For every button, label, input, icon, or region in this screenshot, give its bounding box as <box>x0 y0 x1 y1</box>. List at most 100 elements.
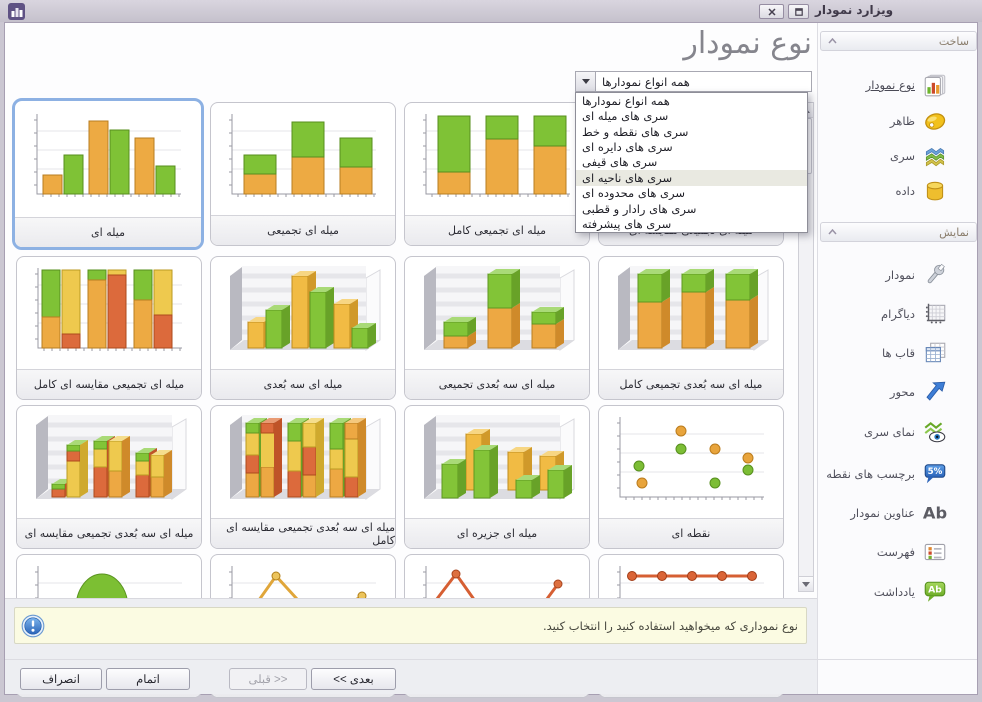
eye-series-icon <box>922 419 948 445</box>
sidebar-item-series-views[interactable]: نمای سری <box>800 419 948 445</box>
sidebar-item-point-labels[interactable]: برچسب های نقطه 5% <box>800 461 948 487</box>
sidebar-item-label: نوع نمودار <box>865 78 915 92</box>
chart-thumbnail <box>599 406 783 519</box>
dropdown-item-area-series[interactable]: سری های ناحیه ای <box>576 170 807 186</box>
chart-thumbnail <box>405 257 589 370</box>
sidebar-item-panes[interactable]: قاب ها <box>800 340 948 366</box>
sidebar-item-label: ظاهر <box>889 114 915 128</box>
chart-type-cell-full-stacked-side-by-side-bar[interactable]: میله ای تجمیعی مقایسه ای کامل <box>16 256 202 400</box>
chart-type-icon <box>922 72 948 98</box>
chevron-up-icon <box>828 38 837 44</box>
chevron-down-icon <box>581 79 590 84</box>
combobox-dropdown-button[interactable] <box>576 72 596 91</box>
database-icon <box>922 178 948 204</box>
sidebar-item-label: یادداشت <box>873 585 915 599</box>
chart-thumbnail <box>17 406 201 519</box>
chart-type-cell-bar[interactable]: میله ای <box>12 98 204 250</box>
finish-button[interactable]: اتمام <box>106 668 190 690</box>
sidebar-item-label: قاب ها <box>881 346 915 360</box>
dropdown-item-advanced-series[interactable]: سری های پیشرفته <box>582 217 672 232</box>
cancel-button[interactable]: انصراف <box>20 668 102 690</box>
diagram-grid-icon <box>922 301 948 327</box>
chart-type-cell-full-stacked-side-by-side-bar-3d[interactable]: میله ای سه بُعدی تجمیعی مقایسه ای کامل <box>210 405 396 549</box>
chart-type-cell-side-by-side-stacked-bar-3d[interactable]: میله ای سه بُعدی تجمیعی مقایسه ای <box>16 405 202 549</box>
series-layers-icon <box>922 143 948 169</box>
chart-type-cell-stacked-bar-3d[interactable]: میله ای سه بُعدی تجمیعی <box>404 256 590 400</box>
sidebar-item-annotation[interactable]: یادداشت Ab <box>800 579 948 605</box>
footer-divider <box>5 659 977 660</box>
sidebar-item-label: عناوین نمودار <box>850 506 915 520</box>
svg-text:Ab: Ab <box>923 503 947 522</box>
chart-family-dropdown-list: همه انواع نمودارها سری های میله ای سری ه… <box>575 92 808 233</box>
combobox-value: همه انواع نمودارها <box>602 74 690 89</box>
sidebar-item-label: دیاگرام <box>881 307 915 321</box>
section-label: ساخت <box>938 34 969 48</box>
sidebar-item-chart-titles[interactable]: عناوین نمودار Ab <box>800 500 948 526</box>
sidebar-item-data[interactable]: داده <box>800 178 948 204</box>
titles-ab-icon: Ab <box>922 500 948 526</box>
sidebar-item-diagram[interactable]: دیاگرام <box>800 301 948 327</box>
sidebar-item-label: فهرست <box>876 545 915 559</box>
chart-type-label: میله ای سه بُعدی تجمیعی مقایسه ای کامل <box>211 518 395 548</box>
chart-type-cell-full-stacked-bar[interactable]: میله ای تجمیعی کامل <box>404 102 590 246</box>
titlebar: ویزارد نمودار <box>0 0 982 22</box>
chart-type-cell-full-stacked-bar-3d[interactable]: میله ای سه بُعدی تجمیعی کامل <box>598 256 784 400</box>
chart-type-label: میله ای سه بُعدی <box>211 369 395 399</box>
chart-type-cell-bar-3d[interactable]: میله ای سه بُعدی <box>210 256 396 400</box>
sidebar-item-series[interactable]: سری <box>800 143 948 169</box>
sidebar-item-axis[interactable]: محور <box>800 379 948 405</box>
close-icon <box>767 7 776 16</box>
chart-type-label: میله ای سه بُعدی تجمیعی کامل <box>599 369 783 399</box>
dropdown-item-radar-polar-series[interactable]: سری های رادار و قطبی <box>582 201 697 216</box>
sidebar-item-label: نمای سری <box>864 425 915 439</box>
page-title: نوع نمودار <box>683 26 812 61</box>
dropdown-item-funnel-series[interactable]: سری های قیفی <box>582 155 658 170</box>
chart-thumbnail <box>15 101 201 218</box>
chart-thumbnail <box>405 406 589 519</box>
dropdown-item-range-series[interactable]: سری های محدوده ای <box>582 186 686 201</box>
chart-type-cell-point[interactable]: نقطه ای <box>598 405 784 549</box>
scroll-down-button[interactable] <box>799 576 813 591</box>
chart-type-cell-stacked-bar[interactable]: میله ای تجمیعی <box>210 102 396 246</box>
chart-family-combobox[interactable]: همه انواع نمودارها <box>575 71 812 92</box>
sidebar-item-legend[interactable]: فهرست <box>800 539 948 565</box>
palette-icon <box>922 108 948 134</box>
chart-type-label: میله ای <box>15 217 201 247</box>
sidebar-item-appearance[interactable]: ظاهر <box>800 108 948 134</box>
close-button[interactable] <box>759 4 784 19</box>
section-header-display[interactable]: نمایش <box>820 222 977 242</box>
sidebar-item-label: نمودار <box>885 268 915 282</box>
svg-text:5%: 5% <box>928 467 943 477</box>
sidebar-item-label: برچسب های نقطه <box>826 467 915 481</box>
dropdown-item-pie-series[interactable]: سری های دایره ای <box>582 140 673 155</box>
dropdown-item-all[interactable]: همه انواع نمودارها <box>582 93 670 108</box>
dropdown-item-bar-series[interactable]: سری های میله ای <box>582 109 669 124</box>
sidebar-item-chart[interactable]: نمودار <box>800 262 948 288</box>
sidebar-item-label: سری <box>890 149 915 163</box>
info-text: نوع نموداری که میخواهید استفاده کنید را … <box>542 618 798 633</box>
section-label: نمایش <box>939 225 969 239</box>
chart-thumbnail <box>405 103 589 216</box>
sidebar-item-chart-type[interactable]: نوع نمودار <box>800 72 948 98</box>
svg-text:Ab: Ab <box>928 584 942 595</box>
info-bar: نوع نموداری که میخواهید استفاده کنید را … <box>14 607 807 644</box>
app-icon <box>8 3 25 20</box>
sidebar-item-label: داده <box>895 184 915 198</box>
axis-arrow-icon <box>922 379 948 405</box>
previous-button[interactable]: قبلی >> <box>229 668 307 690</box>
window-title: ویزارد نمودار <box>815 3 894 17</box>
triangle-down-icon <box>802 581 810 587</box>
dropdown-item-point-line-series[interactable]: سری های نقطه و خط <box>582 124 689 139</box>
point-label-bubble-icon: 5% <box>922 461 948 487</box>
section-header-construction[interactable]: ساخت <box>820 31 977 51</box>
maximize-icon <box>794 7 803 16</box>
annotation-bubble-icon: Ab <box>922 579 948 605</box>
maximize-button[interactable] <box>788 4 809 19</box>
chart-type-label: میله ای سه بُعدی تجمیعی <box>405 369 589 399</box>
next-button[interactable]: << بعدی <box>311 668 396 690</box>
chart-type-cell-manhattan-bar[interactable]: میله ای جزیره ای <box>404 405 590 549</box>
wrench-icon <box>922 262 948 288</box>
chart-type-label: میله ای جزیره ای <box>405 518 589 548</box>
footer: نوع نموداری که میخواهید استفاده کنید را … <box>5 598 817 694</box>
